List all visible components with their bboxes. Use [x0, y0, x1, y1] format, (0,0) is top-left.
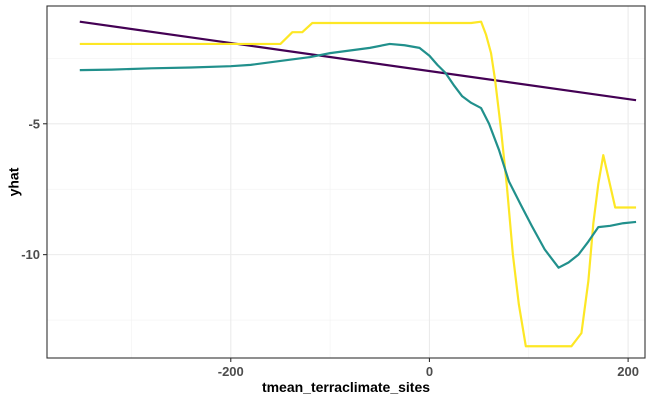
series-line-2 [79, 20, 637, 348]
series-line-1 [79, 20, 637, 102]
x-tick-label: -200 [218, 364, 244, 379]
series-line-3 [79, 42, 637, 269]
x-axis-ticks: -200 0 200 [218, 358, 639, 379]
y-tick-label: -5 [28, 116, 40, 131]
series-lines [79, 20, 637, 348]
y-axis-ticks: -5 -10 [21, 116, 47, 262]
y-axis-title: yhat [6, 167, 22, 196]
plot-panel-border [46, 5, 646, 359]
x-tick-label: 0 [426, 364, 433, 379]
major-gridlines [47, 6, 645, 358]
x-axis-title: tmean_terraclimate_sites [262, 379, 430, 395]
x-tick-label: 200 [617, 364, 639, 379]
minor-gridlines [47, 6, 645, 358]
y-tick-label: -10 [21, 247, 40, 262]
